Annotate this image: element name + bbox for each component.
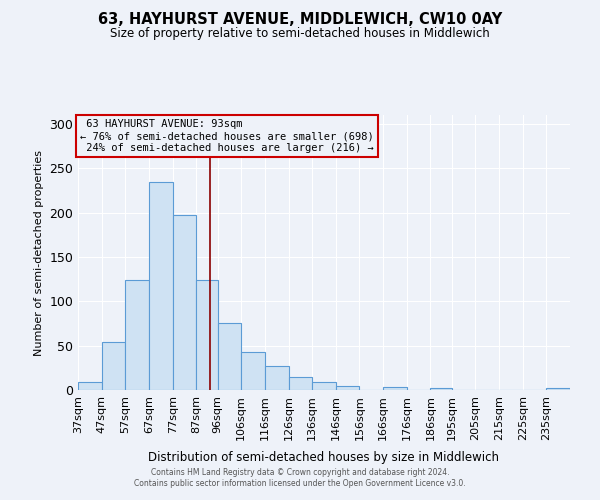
Text: Contains HM Land Registry data © Crown copyright and database right 2024.
Contai: Contains HM Land Registry data © Crown c…	[134, 468, 466, 487]
Bar	[430, 388, 452, 390]
Bar	[547, 388, 570, 390]
Bar	[312, 382, 336, 390]
Bar	[336, 386, 359, 390]
Text: 63 HAYHURST AVENUE: 93sqm
← 76% of semi-detached houses are smaller (698)
 24% o: 63 HAYHURST AVENUE: 93sqm ← 76% of semi-…	[80, 120, 374, 152]
Text: Size of property relative to semi-detached houses in Middlewich: Size of property relative to semi-detach…	[110, 28, 490, 40]
Bar	[78, 382, 101, 390]
Bar	[241, 352, 265, 390]
Bar	[383, 388, 407, 390]
X-axis label: Distribution of semi-detached houses by size in Middlewich: Distribution of semi-detached houses by …	[149, 451, 499, 464]
Bar	[149, 182, 173, 390]
Bar	[196, 280, 218, 390]
Y-axis label: Number of semi-detached properties: Number of semi-detached properties	[34, 150, 44, 356]
Bar	[125, 280, 149, 390]
Bar	[101, 342, 125, 390]
Text: 63, HAYHURST AVENUE, MIDDLEWICH, CW10 0AY: 63, HAYHURST AVENUE, MIDDLEWICH, CW10 0A…	[98, 12, 502, 28]
Bar	[289, 376, 312, 390]
Bar	[218, 324, 241, 390]
Bar	[265, 366, 289, 390]
Bar	[173, 215, 196, 390]
